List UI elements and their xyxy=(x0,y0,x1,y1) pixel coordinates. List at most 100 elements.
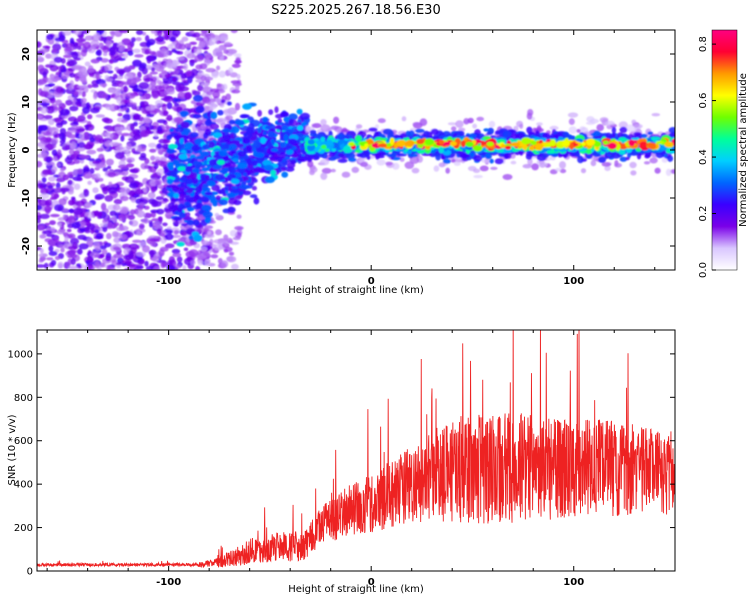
spectrogram-cell xyxy=(614,163,622,168)
spectrogram-cell xyxy=(74,200,86,207)
spectrogram-cell xyxy=(358,130,364,134)
spectrogram-cell xyxy=(113,222,120,226)
spectrogram-cell xyxy=(107,88,114,93)
spectrogram-cell xyxy=(107,186,118,194)
spectrogram-cell xyxy=(45,53,52,59)
spectrogram-cell xyxy=(133,121,138,127)
spectrogram-cell xyxy=(172,159,180,166)
spectrogram-cell xyxy=(49,196,58,201)
spectrogram-cell xyxy=(53,56,63,63)
spectrogram-cell xyxy=(55,40,60,44)
spectrogram-cell xyxy=(262,116,269,123)
spectrogram-cell xyxy=(194,186,203,193)
spectrogram-cell xyxy=(185,189,193,194)
spectrogram-cell xyxy=(195,163,201,169)
spectrogram-cell xyxy=(368,127,378,132)
spectrogram-cell xyxy=(162,197,168,202)
spectrogram-cell xyxy=(140,163,148,170)
spectrogram-cell xyxy=(242,138,251,144)
spectrogram-cell xyxy=(228,197,238,205)
spectrogram-cell xyxy=(279,141,286,148)
spectrogram-cell xyxy=(138,82,150,90)
spectrogram-cell xyxy=(337,153,345,157)
spectrogram-cell xyxy=(112,204,121,211)
spectrogram-cell xyxy=(198,41,206,49)
spectrogram-cell xyxy=(119,225,129,231)
spectrogram-cell xyxy=(200,246,208,252)
spectrogram-cell xyxy=(65,99,73,106)
spectrogram-cell xyxy=(267,131,276,138)
spectrogram-cell xyxy=(109,46,119,53)
spectrogram-cell xyxy=(605,120,615,126)
spectrogram-cell xyxy=(207,230,212,235)
spectrogram-cell xyxy=(233,53,242,57)
spectrogram-cell xyxy=(77,248,83,255)
spectrogram-cell xyxy=(226,256,237,263)
spectrogram-cell xyxy=(252,160,258,167)
spectrogram-cell xyxy=(162,222,168,227)
spectrogram-cell xyxy=(178,153,188,160)
spectrogram-cell xyxy=(136,230,141,236)
spectrogram-cell xyxy=(234,119,245,126)
spectrogram-cell xyxy=(67,59,78,67)
spectrogram-cell xyxy=(330,168,336,173)
spectrogram-cell xyxy=(143,187,148,193)
spectrogram-cell xyxy=(80,78,88,84)
spectrogram-cell xyxy=(37,142,47,148)
spectrogram-cell xyxy=(257,109,262,117)
spectrogram-cell xyxy=(158,216,163,224)
spectrogram-cell xyxy=(218,70,226,78)
spectrogram-cell xyxy=(288,118,294,124)
spectrogram-cell xyxy=(127,50,134,56)
spectrogram-cell xyxy=(182,216,192,221)
spectrogram-cell xyxy=(48,118,55,126)
spectrogram-cell xyxy=(287,138,298,145)
spectrogram-cell xyxy=(142,245,150,253)
spectrogram-cell xyxy=(37,153,46,158)
spectrogram-cell xyxy=(44,222,50,226)
spectrogram-cell xyxy=(105,158,114,166)
spectrogram-cell xyxy=(116,80,125,88)
spectrogram-cell xyxy=(156,168,165,176)
spectrogram-cell xyxy=(37,160,43,168)
spectrogram-cell xyxy=(120,195,129,202)
spectrogram-cell xyxy=(42,45,51,49)
spectrogram-cell xyxy=(223,41,232,46)
spectrogram-cell xyxy=(106,232,112,240)
spectrogram-cell xyxy=(121,207,128,215)
spectrogram-cell xyxy=(430,128,439,135)
spectrogram-cell xyxy=(490,166,498,170)
spectrogram-cell xyxy=(72,169,79,177)
spectrogram-cell xyxy=(228,143,237,150)
spectrogram-cell xyxy=(173,216,183,221)
spectrogram-cell xyxy=(55,99,63,106)
spectrogram-cell xyxy=(156,119,167,124)
spectrogram-cell xyxy=(586,116,595,123)
spectrogram-cell xyxy=(176,56,185,60)
spectrogram-cell xyxy=(137,71,142,79)
spectrogram-cell xyxy=(647,131,654,135)
spectrogram-cell xyxy=(174,102,180,107)
spectrogram-cell xyxy=(182,79,189,84)
spectrogram-cell xyxy=(39,234,47,239)
spectrogram-cell xyxy=(204,259,211,267)
spectrogram-cell xyxy=(172,77,177,82)
spectrogram-cell xyxy=(164,243,175,249)
spectrogram-cell xyxy=(89,252,100,259)
spectrogram-cell xyxy=(64,235,69,243)
spectrogram-cell xyxy=(216,189,226,195)
spectrogram-cell xyxy=(168,165,174,171)
spectrogram-cell xyxy=(63,54,73,59)
spectrogram-cell xyxy=(215,97,222,104)
spectrogram-cell xyxy=(173,70,180,75)
spectrogram-cell xyxy=(525,153,533,160)
spectrogram-cell xyxy=(67,179,73,186)
spectrogram-cell xyxy=(37,54,42,59)
spectrogram-cell xyxy=(156,30,163,37)
spectrogram-cell xyxy=(48,245,54,252)
spectrogram-cell xyxy=(83,189,90,197)
spectrogram-cell xyxy=(223,249,229,253)
spectrogram-cell xyxy=(82,41,92,50)
spectrogram-cell xyxy=(502,174,513,180)
spectrogram-cell xyxy=(195,266,201,270)
